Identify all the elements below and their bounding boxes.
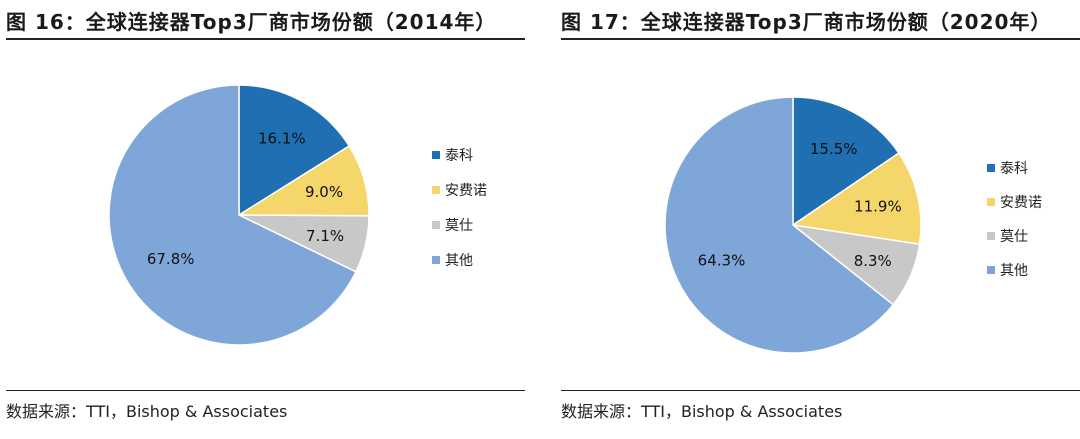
legend-swatch bbox=[432, 221, 440, 229]
pie-slice-0 bbox=[792, 96, 900, 227]
divider bbox=[6, 38, 525, 40]
legend-swatch bbox=[987, 198, 995, 206]
legend-label: 泰科 bbox=[445, 148, 473, 164]
data-label: 7.1% bbox=[306, 227, 344, 245]
pie-chart-2014: 16.1% 泰科 9.0% 安费诺 7.1% 莫仕 67.8% 其他 bbox=[108, 84, 487, 346]
data-label: 8.3% bbox=[854, 252, 892, 270]
legend-label: 安费诺 bbox=[1000, 195, 1042, 211]
legend-label: 其他 bbox=[1000, 263, 1028, 279]
legend-swatch bbox=[987, 232, 995, 240]
divider bbox=[561, 38, 1080, 40]
legend-label: 其他 bbox=[445, 253, 473, 269]
chart-title: 图 16：全球连接器Top3厂商市场份额（2014年） bbox=[6, 10, 497, 34]
data-label: 11.9% bbox=[854, 198, 902, 216]
legend-swatch bbox=[987, 266, 995, 274]
pie-slice-3 bbox=[664, 96, 895, 354]
pie-slice-1 bbox=[790, 152, 922, 246]
divider bbox=[561, 390, 1080, 391]
legend-swatch bbox=[987, 164, 995, 172]
pie-chart-2020: 15.5% 泰科 11.9% 安费诺 8.3% 莫仕 64.3% 其他 bbox=[664, 96, 1042, 354]
data-label: 9.0% bbox=[305, 183, 343, 201]
divider bbox=[6, 390, 525, 391]
data-label: 16.1% bbox=[258, 130, 306, 148]
chart-panel-2014: 图 16：全球连接器Top3厂商市场份额（2014年） 16.1% 泰科 9.0% 安… bbox=[0, 0, 525, 439]
legend-swatch bbox=[432, 256, 440, 264]
legend-label: 莫仕 bbox=[445, 218, 473, 234]
legend-label: 莫仕 bbox=[1000, 229, 1028, 245]
pie-slice-0 bbox=[238, 84, 351, 217]
data-label: 64.3% bbox=[698, 251, 746, 269]
legend-label: 泰科 bbox=[1000, 161, 1028, 177]
data-label: 15.5% bbox=[810, 140, 858, 158]
chart-title: 图 17：全球连接器Top3厂商市场份额（2020年） bbox=[561, 10, 1052, 34]
data-label: 67.8% bbox=[147, 250, 195, 268]
chart-panel-2020: 图 17：全球连接器Top3厂商市场份额（2020年） 15.5% 泰科 11.9%… bbox=[555, 0, 1080, 439]
source-note: 数据来源：TTI，Bishop & Associates bbox=[6, 402, 288, 421]
legend-swatch bbox=[432, 151, 440, 159]
source-note: 数据来源：TTI，Bishop & Associates bbox=[561, 402, 843, 421]
legend-label: 安费诺 bbox=[445, 183, 487, 199]
pie-slice-3 bbox=[108, 84, 357, 346]
legend-swatch bbox=[432, 186, 440, 194]
